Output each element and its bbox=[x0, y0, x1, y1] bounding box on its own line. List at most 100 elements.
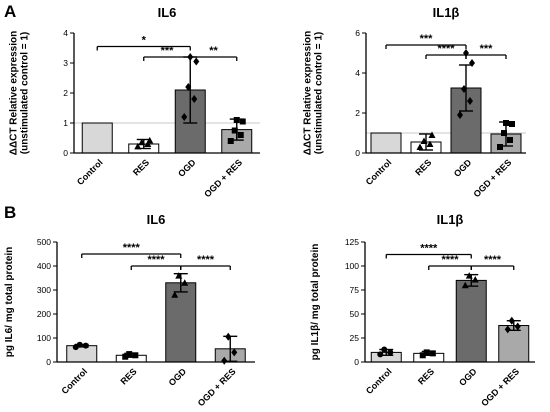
chart-4: IL1β pg IL1β/ mg total protein 0 25 50 75 100 1… bbox=[310, 212, 535, 408]
data-point bbox=[181, 113, 188, 121]
data-point bbox=[471, 275, 479, 283]
significance-label: * bbox=[142, 35, 147, 47]
bar bbox=[370, 132, 402, 154]
data-point bbox=[227, 138, 234, 144]
y-axis-label: (unstimulated control = 1) bbox=[20, 32, 31, 155]
x-tick-label: RES bbox=[131, 157, 151, 177]
y-axis-label: ΔΔCT Relative expression bbox=[9, 31, 20, 155]
data-point bbox=[231, 348, 238, 357]
y-tick-label: 75 bbox=[350, 285, 360, 295]
chart-title: IL1β bbox=[437, 212, 464, 227]
y-tick-label: 25 bbox=[350, 333, 360, 343]
y-tick-label: 500 bbox=[37, 237, 51, 247]
data-point bbox=[132, 352, 139, 359]
y-axis-label: pg IL6/ mg total protein bbox=[4, 247, 15, 358]
data-point bbox=[126, 351, 133, 358]
panel-letter-b: B bbox=[4, 203, 16, 222]
data-point bbox=[423, 349, 430, 356]
y-tick-label: 100 bbox=[345, 261, 359, 271]
data-point bbox=[231, 127, 238, 134]
bar bbox=[165, 282, 197, 363]
data-point bbox=[469, 59, 475, 67]
significance-label: ** bbox=[209, 45, 218, 57]
data-point bbox=[191, 95, 198, 103]
y-tick-label: 0 bbox=[46, 357, 51, 367]
y-tick-label: 0 bbox=[355, 148, 360, 158]
data-point bbox=[497, 144, 503, 150]
y-tick-label: 4 bbox=[355, 68, 360, 78]
data-point bbox=[504, 325, 511, 334]
x-tick-label: Control bbox=[75, 157, 105, 187]
data-point bbox=[509, 121, 515, 127]
y-tick-label: 1 bbox=[63, 118, 68, 128]
data-point bbox=[171, 291, 179, 298]
y-tick-label: 50 bbox=[350, 309, 360, 319]
significance-label: **** bbox=[437, 43, 455, 55]
data-point bbox=[457, 111, 463, 119]
y-tick-label: 2 bbox=[63, 88, 68, 98]
y-tick-label: 125 bbox=[345, 237, 359, 247]
data-point bbox=[144, 140, 152, 147]
data-point bbox=[428, 131, 436, 138]
y-axis-label: ΔΔCT Relative expression bbox=[303, 31, 314, 155]
significance-label: *** bbox=[161, 45, 175, 57]
data-point bbox=[181, 279, 189, 286]
data-point bbox=[429, 350, 436, 357]
significance-label: **** bbox=[123, 242, 141, 254]
y-tick-label: 4 bbox=[63, 28, 68, 38]
significance-label: *** bbox=[420, 33, 434, 45]
x-tick-label: OGD bbox=[452, 157, 474, 179]
bar bbox=[455, 279, 487, 363]
y-tick-label: 100 bbox=[37, 333, 51, 343]
data-point bbox=[467, 97, 473, 105]
data-point bbox=[387, 349, 394, 356]
y-tick-label: 3 bbox=[63, 58, 68, 68]
data-point bbox=[193, 57, 200, 66]
x-tick-label: OGD + RES bbox=[196, 366, 238, 408]
x-tick-label: Control bbox=[364, 157, 394, 187]
chart-title: IL6 bbox=[147, 212, 166, 227]
x-tick-label: OGD bbox=[167, 366, 189, 388]
bar bbox=[81, 122, 113, 154]
data-point bbox=[416, 143, 424, 150]
data-point bbox=[134, 142, 142, 150]
y-tick-label: 6 bbox=[355, 28, 360, 38]
y-axis-label: pg IL1β/ mg total protein bbox=[310, 244, 321, 361]
chart-1: IL6 ΔΔCT Relative expression (unstimulated… bbox=[9, 5, 260, 199]
y-tick-label: 2 bbox=[355, 108, 360, 118]
x-tick-label: OGD bbox=[176, 157, 198, 179]
significance-label: **** bbox=[147, 254, 165, 266]
y-tick-label: 300 bbox=[37, 285, 51, 295]
chart-title: IL6 bbox=[158, 5, 177, 20]
data-point bbox=[501, 130, 507, 136]
x-tick-label: Control bbox=[364, 366, 394, 396]
data-point bbox=[237, 132, 244, 138]
y-tick-label: 0 bbox=[354, 357, 359, 367]
significance-label: **** bbox=[484, 254, 502, 266]
significance-label: **** bbox=[420, 242, 438, 254]
data-point bbox=[426, 140, 434, 147]
x-tick-label: OGD bbox=[457, 366, 479, 388]
x-tick-label: Control bbox=[59, 366, 89, 396]
x-tick-label: OGD + RES bbox=[202, 157, 244, 199]
x-tick-label: OGD + RES bbox=[472, 157, 514, 199]
significance-label: *** bbox=[480, 43, 494, 55]
x-tick-label: RES bbox=[413, 157, 433, 177]
panel-letter-a: A bbox=[4, 2, 16, 21]
chart-2: IL1β ΔΔCT Relative expression (unstimulate… bbox=[303, 5, 526, 199]
significance-label: **** bbox=[197, 254, 215, 266]
y-tick-label: 400 bbox=[37, 261, 51, 271]
y-axis-label: (unstimulated control = 1) bbox=[314, 32, 325, 155]
data-point bbox=[514, 322, 521, 331]
y-tick-label: 200 bbox=[37, 309, 51, 319]
x-tick-label: RES bbox=[416, 366, 436, 386]
x-tick-label: RES bbox=[119, 366, 139, 386]
bar bbox=[66, 345, 98, 363]
significance-label: **** bbox=[441, 254, 459, 266]
data-point bbox=[507, 137, 513, 143]
data-point bbox=[377, 351, 384, 358]
data-point bbox=[82, 342, 89, 349]
y-tick-label: 0 bbox=[63, 148, 68, 158]
chart-3: IL6 pg IL6/ mg total protein 0 100 200 300 400… bbox=[4, 212, 255, 408]
